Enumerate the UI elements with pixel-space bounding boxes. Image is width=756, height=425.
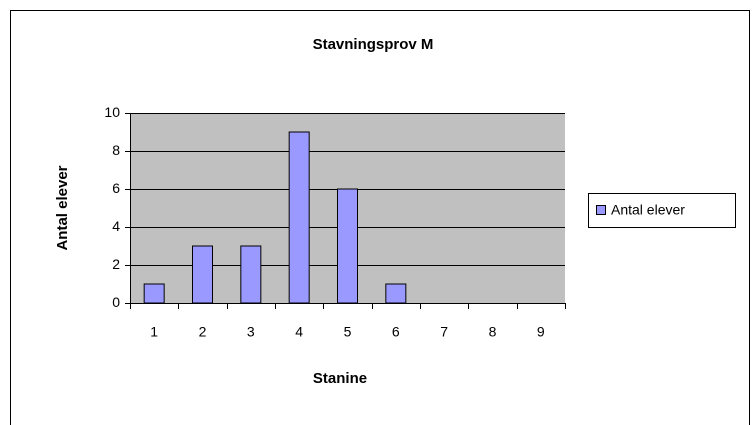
legend — [588, 193, 736, 228]
x-axis-label: Stanine — [313, 370, 367, 387]
y-tick-label: 8 — [112, 142, 120, 158]
x-tick-label: 2 — [199, 324, 207, 340]
bar — [337, 188, 358, 304]
x-tick-label: 9 — [537, 324, 545, 340]
x-tick-label: 1 — [150, 324, 158, 340]
y-tick-label: 0 — [112, 294, 120, 310]
x-tick-label: 6 — [392, 324, 400, 340]
bar — [385, 283, 407, 304]
legend-label: Antal elever — [611, 202, 685, 218]
x-tick-label: 7 — [440, 324, 448, 340]
x-tick-label: 4 — [295, 324, 303, 340]
chart-frame — [10, 10, 750, 425]
chart-title: Stavningsprov M — [313, 36, 434, 53]
y-tick-label: 2 — [112, 256, 120, 272]
y-tick-label: 6 — [112, 180, 120, 196]
y-tick-label: 10 — [104, 104, 120, 120]
bar — [143, 283, 165, 304]
y-axis-label: Antal elever — [54, 165, 71, 250]
bar — [192, 245, 213, 304]
x-tick-label: 3 — [247, 324, 255, 340]
x-tick-label: 5 — [344, 324, 352, 340]
y-tick-label: 4 — [112, 218, 120, 234]
bar — [240, 245, 262, 304]
legend-swatch — [596, 205, 606, 215]
x-tick-label: 8 — [489, 324, 497, 340]
bar — [288, 131, 310, 304]
